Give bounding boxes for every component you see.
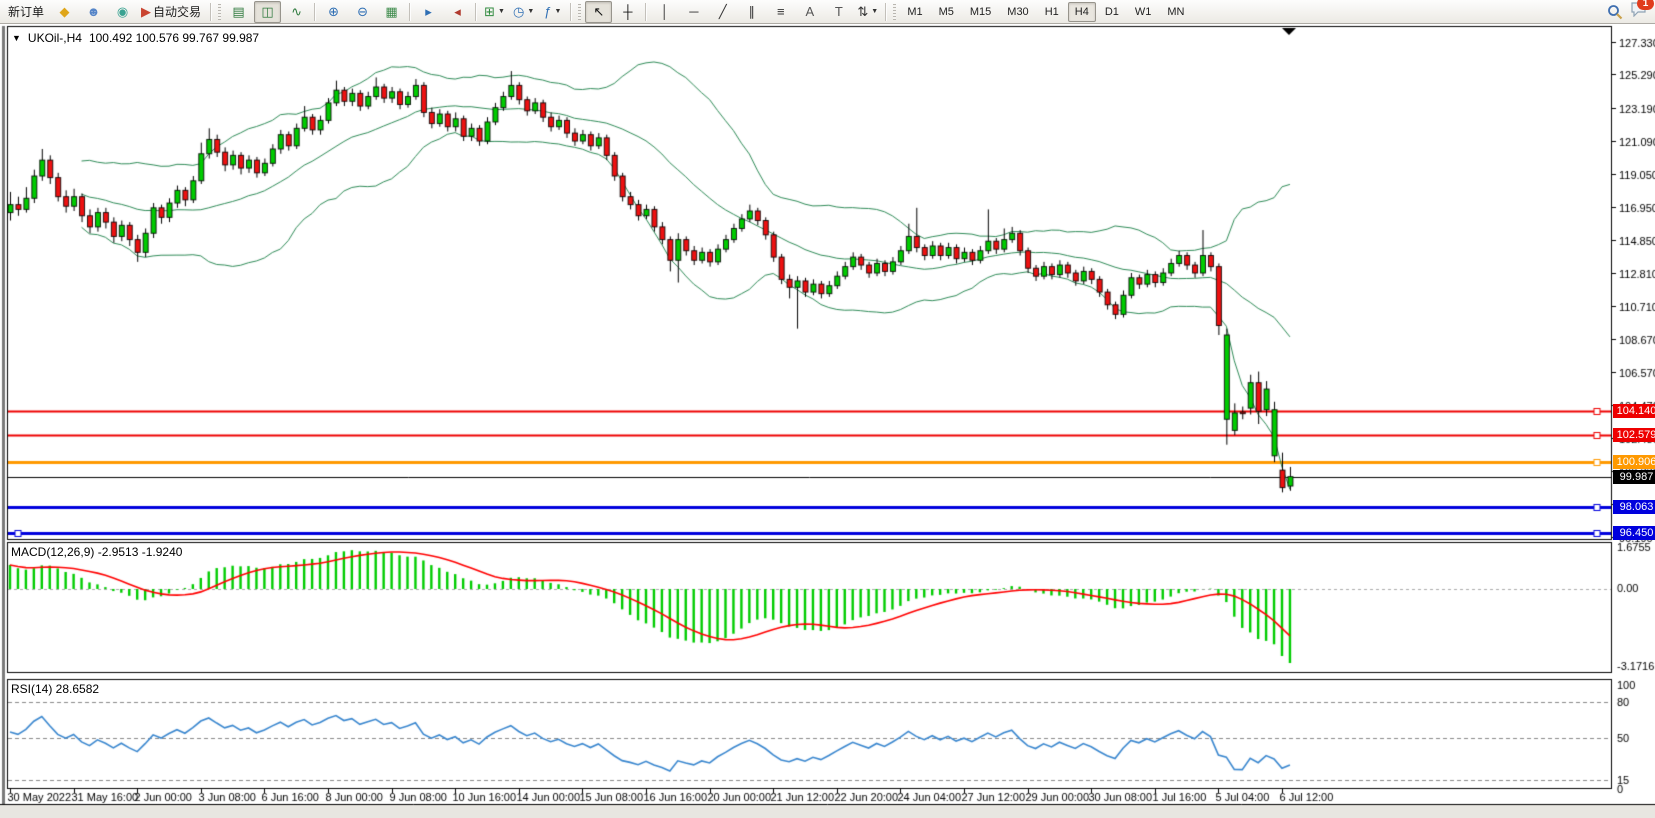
timeframe-m30[interactable]: M30 (1007, 5, 1029, 18)
timeframe-h4[interactable]: H4 (1067, 1, 1096, 22)
bar-chart-icon[interactable]: ▤ (225, 1, 252, 23)
timeframe-m15[interactable]: M15 (969, 5, 992, 18)
profile-icon[interactable]: ☻ (80, 1, 107, 23)
equidistant-channel-icon: ∥ (748, 4, 756, 19)
chart-dropdown-arrow[interactable]: ▼ (12, 33, 21, 43)
toolbar-grip (893, 3, 897, 20)
new-order-icon[interactable]: ◆ (51, 1, 78, 23)
trendline-icon: ╱ (718, 4, 727, 19)
new-order-button[interactable]: 新订单 (3, 1, 49, 23)
indicators-icon: ƒ (544, 4, 552, 19)
price-line-label-96.450: 96.450 (1613, 526, 1655, 540)
timeframe-d1[interactable]: D1 (1104, 5, 1119, 18)
period-clock-icon[interactable]: ◷ ▼ (510, 1, 537, 23)
zoom-out-icon[interactable]: ⊖ (349, 1, 376, 23)
chart-title-overlay: ▼ UKOil-,H4 100.492 100.576 99.767 99.98… (12, 31, 259, 45)
timeframe-mn[interactable]: MN (1167, 5, 1185, 18)
vertical-line-icon[interactable]: │ (651, 1, 678, 23)
period-clock-icon: ◷ (513, 4, 525, 19)
signal-icon: ◉ (116, 4, 129, 19)
toolbar-separator (885, 2, 888, 21)
line-chart-icon[interactable]: ∿ (283, 1, 310, 23)
price-line-label-102.579: 102.579 (1613, 428, 1655, 442)
horizontal-line-icon: ─ (689, 4, 699, 19)
toolbar-separator (475, 2, 478, 21)
crosshair-icon[interactable]: ┼ (614, 1, 641, 23)
tile-windows-icon[interactable]: ▦ (378, 1, 405, 23)
arrows-icon: ⇅ (857, 4, 869, 19)
price-line-label-104.140: 104.140 (1613, 404, 1655, 418)
autotrading-button: ▶ (141, 4, 152, 19)
trendline-icon[interactable]: ╱ (709, 1, 736, 23)
macd-indicator-label: MACD(12,26,9) -2.9513 -1.9240 (11, 545, 183, 559)
cursor-icon: ↖ (593, 4, 605, 19)
text-icon: A (805, 4, 815, 19)
cursor-icon[interactable]: ↖ (585, 0, 613, 23)
price-line-label-100.906: 100.906 (1613, 455, 1655, 469)
auto-scroll-icon: ▸ (425, 4, 432, 19)
arrows-icon[interactable]: ⇅ ▼ (854, 1, 881, 23)
timeframe-m5[interactable]: M5 (938, 5, 954, 18)
timeframe-w1[interactable]: W1 (1134, 5, 1152, 18)
toolbar-grip (218, 3, 222, 20)
dropdown-caret-icon[interactable]: ▼ (498, 8, 505, 15)
fibonacci-icon: ≡ (777, 4, 785, 19)
bar-chart-icon: ▤ (232, 4, 245, 19)
profile-icon: ☻ (86, 4, 101, 19)
new-order-icon: ◆ (59, 4, 70, 19)
quote-ohlc: 100.492 100.576 99.767 99.987 (88, 31, 260, 45)
text-icon[interactable]: A (796, 1, 823, 23)
crosshair-icon: ┼ (623, 4, 633, 19)
dropdown-caret-icon[interactable]: ▼ (554, 8, 562, 15)
price-line-label-98.063: 98.063 (1613, 500, 1655, 514)
price-line-label-99.987: 99.987 (1613, 470, 1655, 484)
candlestick-chart-icon[interactable]: ◫ (254, 0, 282, 23)
dropdown-caret-icon[interactable]: ▼ (871, 8, 879, 15)
chart-shift-icon[interactable]: ◂ (444, 1, 471, 23)
vertical-line-icon: │ (660, 4, 669, 19)
candlestick-chart-icon: ◫ (261, 4, 274, 19)
new-chart-icon: ⊞ (484, 4, 496, 19)
toolbar-separator (409, 2, 412, 21)
indicators-icon[interactable]: ƒ ▼ (539, 1, 566, 23)
new-order-button-label: 新订单 (8, 5, 45, 19)
search-icon[interactable] (1607, 4, 1623, 20)
chat-icon[interactable]: 1 (1630, 0, 1654, 22)
tile-windows-icon: ▦ (385, 4, 398, 19)
timeframe-h1[interactable]: H1 (1044, 5, 1059, 18)
text-label-icon[interactable]: T (825, 1, 852, 23)
new-chart-icon[interactable]: ⊞ ▼ (481, 1, 508, 23)
toolbar-separator (645, 2, 648, 21)
toolbar-separator (210, 2, 213, 21)
zoom-in-icon[interactable]: ⊕ (320, 1, 347, 23)
toolbar-separator (570, 2, 573, 21)
zoom-in-icon: ⊕ (328, 4, 339, 19)
line-chart-icon: ∿ (291, 4, 302, 19)
toolbar-grip (578, 3, 582, 20)
dropdown-caret-icon[interactable]: ▼ (527, 8, 535, 15)
autotrading-button[interactable]: ▶ 自动交易 (138, 1, 206, 23)
chat-badge: 1 (1637, 0, 1654, 10)
horizontal-line-icon[interactable]: ─ (680, 1, 707, 23)
toolbar: 新订单 ◆ ☻ ◉ ▶ 自动交易 ▤ ◫ ∿ ⊕ ⊖ ▦ ▸ ◂ ⊞ ▼ ◷ ▼ ƒ ▼ ↖ ┼ │ ─ ╱ ∥ ≡ A T ⇅ ▼ M1 M5… (0, 0, 1655, 24)
equidistant-channel-icon[interactable]: ∥ (738, 1, 765, 23)
rsi-indicator-label: RSI(14) 28.6582 (11, 682, 100, 696)
autotrading-button-label: 自动交易 (153, 5, 202, 19)
signal-icon[interactable]: ◉ (109, 1, 136, 23)
auto-scroll-icon[interactable]: ▸ (415, 1, 442, 23)
symbol-period-title: UKOil-,H4 (27, 31, 82, 45)
timeframe-m1[interactable]: M1 (907, 5, 923, 18)
toolbar-separator (314, 2, 317, 21)
zoom-out-icon: ⊖ (357, 4, 368, 19)
chart-shift-icon: ◂ (454, 4, 461, 19)
text-label-icon: T (834, 4, 843, 19)
fibonacci-icon[interactable]: ≡ (767, 1, 794, 23)
